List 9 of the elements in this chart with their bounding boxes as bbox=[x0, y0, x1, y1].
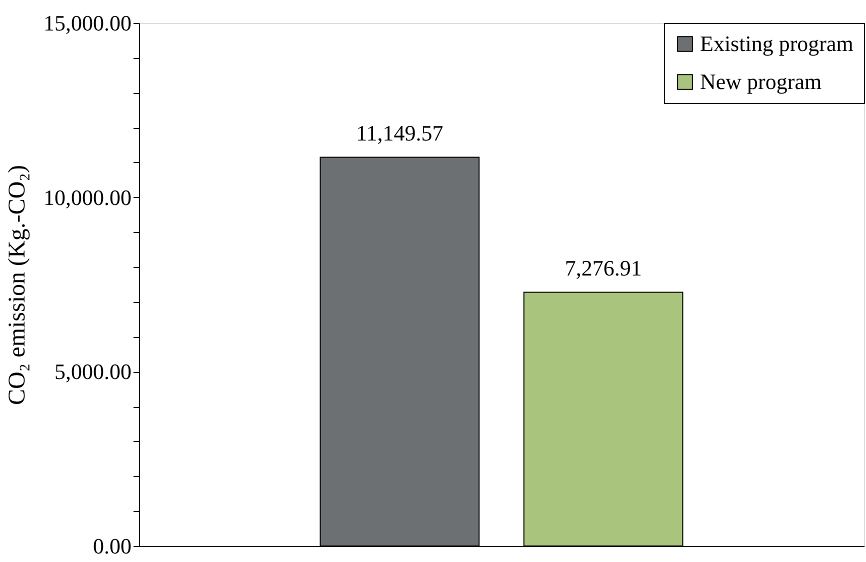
data-label: 7,276.91 bbox=[564, 255, 642, 280]
y-axis-title: CO₂ emission (Kg.-CO₂) bbox=[4, 164, 30, 406]
legend-label: Existing program bbox=[700, 31, 854, 56]
y-tick-label: 10,000.00 bbox=[44, 184, 132, 210]
legend-label: New program bbox=[700, 69, 822, 94]
y-tick-label: 0.00 bbox=[93, 534, 132, 558]
y-tick-label: 5,000.00 bbox=[54, 359, 132, 384]
y-tick-label: 15,000.00 bbox=[44, 10, 132, 36]
data-label: 11,149.57 bbox=[356, 120, 444, 146]
